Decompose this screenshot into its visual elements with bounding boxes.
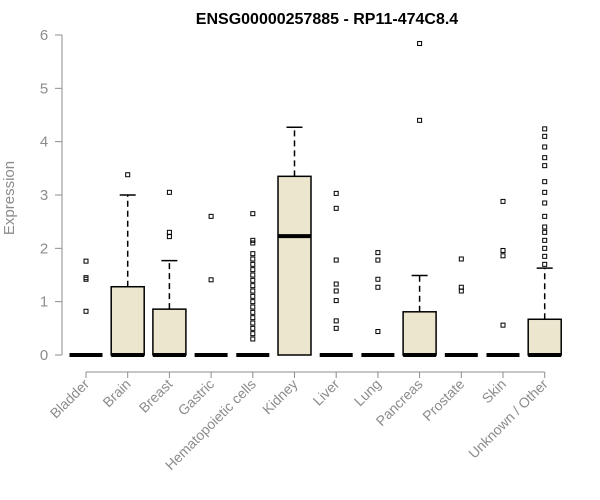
outlier-point (333, 288, 339, 294)
outlier-point (250, 237, 256, 243)
outlier-point (375, 250, 381, 256)
x-tick-label: Brain (99, 376, 133, 410)
x-tick-label: Breast (136, 376, 176, 416)
outlier-point (333, 257, 339, 263)
outlier-point (542, 163, 548, 169)
outlier-point (250, 299, 256, 305)
y-tick-label: 2 (40, 240, 48, 257)
outlier-point (542, 189, 548, 195)
outlier-point (250, 331, 256, 337)
outlier-point (417, 117, 423, 123)
outlier-point (333, 190, 339, 196)
outlier-point (250, 256, 256, 262)
outlier-point (83, 308, 89, 314)
x-tick-label: Prostate (419, 376, 467, 424)
outlier-point (500, 322, 506, 328)
y-axis-label: Expression (1, 161, 18, 235)
outlier-point (250, 272, 256, 278)
box (152, 308, 187, 356)
outlier-point (375, 329, 381, 335)
outlier-point (250, 315, 256, 321)
x-tick-label: Liver (310, 376, 343, 409)
outlier-point (83, 275, 89, 281)
outlier-point (250, 283, 256, 289)
outlier-point (542, 144, 548, 150)
outlier-point (542, 213, 548, 219)
x-tick-label: Unknown / Other (465, 376, 551, 462)
chart-title: ENSG00000257885 - RP11-474C8.4 (196, 11, 459, 28)
boxes-group (69, 41, 562, 357)
outlier-point (542, 253, 548, 259)
y-axis: 0 1 2 3 4 5 6 (40, 27, 63, 364)
outlier-point (333, 325, 339, 331)
outlier-point (208, 277, 214, 283)
outlier-point (500, 253, 506, 259)
outlier-point (500, 247, 506, 253)
outlier-point (542, 261, 548, 267)
outlier-point (333, 298, 339, 304)
y-tick-label: 0 (40, 347, 48, 364)
x-tick-label: Kidney (259, 376, 301, 418)
outlier-point (250, 336, 256, 342)
outlier-point (166, 234, 172, 240)
outlier-point (333, 205, 339, 211)
outlier-point (250, 277, 256, 283)
outlier-point (250, 309, 256, 315)
outlier-point (500, 198, 506, 204)
outlier-point (542, 224, 548, 230)
outlier-point (375, 284, 381, 290)
outlier-point (166, 189, 172, 195)
outlier-point (542, 133, 548, 139)
y-tick-label: 1 (40, 294, 48, 311)
outlier-point (375, 276, 381, 282)
outlier-point (250, 288, 256, 294)
outlier-point (542, 155, 548, 161)
box (277, 175, 312, 356)
outlier-point (417, 41, 423, 47)
outlier-point (250, 251, 256, 257)
outlier-point (250, 267, 256, 273)
outlier-point (542, 200, 548, 206)
outlier-point (250, 293, 256, 299)
y-tick-label: 6 (40, 27, 48, 44)
outlier-point (208, 213, 214, 219)
outlier-point (250, 320, 256, 326)
outlier-point (333, 318, 339, 324)
outlier-point (125, 172, 131, 178)
y-tick-label: 3 (40, 187, 48, 204)
y-tick-label: 4 (40, 134, 48, 151)
outlier-point (250, 325, 256, 331)
outlier-point (250, 261, 256, 267)
outlier-point (458, 284, 464, 290)
box (110, 285, 145, 356)
outlier-point (458, 256, 464, 262)
outlier-point (166, 229, 172, 235)
outlier-point (542, 229, 548, 235)
outlier-point (542, 179, 548, 185)
y-tick-label: 5 (40, 80, 48, 97)
outlier-point (542, 237, 548, 243)
x-tick-label: Lung (351, 376, 384, 409)
outlier-point (542, 126, 548, 132)
outlier-point (250, 211, 256, 217)
outlier-point (250, 304, 256, 310)
outlier-point (542, 245, 548, 251)
outlier-point (83, 258, 89, 264)
box (527, 318, 562, 356)
box (402, 311, 437, 356)
x-tick-label: Skin (479, 376, 510, 407)
x-tick-label: Bladder (47, 376, 93, 422)
outlier-point (375, 257, 381, 263)
outlier-point (333, 281, 339, 287)
outlier-point (250, 240, 256, 246)
